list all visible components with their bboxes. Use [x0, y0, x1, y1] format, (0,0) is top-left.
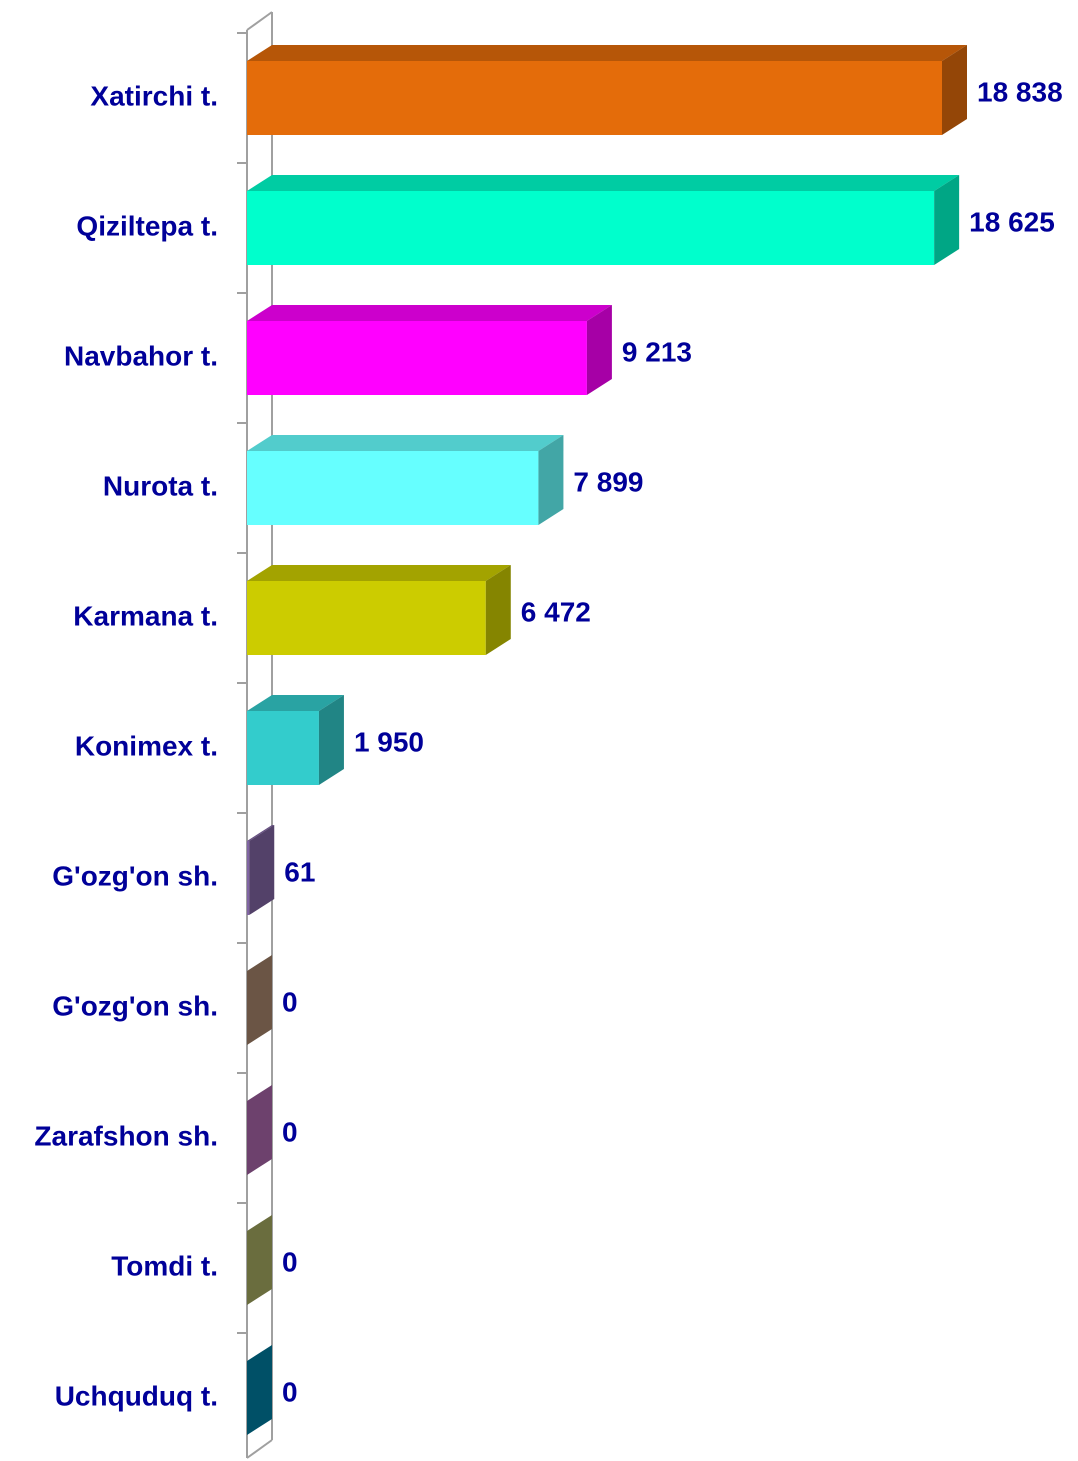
- bar: [247, 45, 967, 135]
- value-label: 18 838: [977, 76, 1063, 107]
- bar-top: [247, 175, 960, 191]
- value-label: 9 213: [622, 336, 692, 367]
- bar: [247, 955, 272, 1045]
- bar-side: [934, 175, 960, 265]
- bar-side: [485, 565, 511, 655]
- bar-top: [247, 565, 511, 581]
- value-label: 1 950: [354, 726, 424, 757]
- bar: [247, 1215, 272, 1305]
- bar-front: [247, 451, 539, 525]
- value-label: 0: [282, 1116, 298, 1147]
- category-label: Tomdi t.: [111, 1250, 218, 1281]
- bar: [247, 1085, 272, 1175]
- bar-side: [586, 305, 612, 395]
- bar-top: [247, 305, 612, 321]
- value-label: 18 625: [969, 206, 1055, 237]
- bar: [247, 825, 275, 915]
- category-label: Karmana t.: [73, 600, 218, 631]
- bar-side: [247, 1345, 272, 1435]
- category-label: G'ozg'on sh.: [52, 860, 218, 891]
- bar-top: [247, 695, 344, 711]
- bar-side: [247, 1215, 272, 1305]
- bar-front: [247, 841, 250, 915]
- bar: [247, 305, 612, 395]
- bar: [247, 695, 344, 785]
- bar-side: [247, 1085, 272, 1175]
- bar: [247, 565, 511, 655]
- bar-front: [247, 61, 942, 135]
- bar-top: [247, 825, 275, 841]
- bar-front: [247, 321, 587, 395]
- bar: [247, 175, 960, 265]
- bar-top: [247, 45, 967, 61]
- value-label: 6 472: [521, 596, 591, 627]
- value-label: 7 899: [573, 466, 643, 497]
- category-label: Qiziltepa t.: [76, 210, 218, 241]
- value-label: 0: [282, 1246, 298, 1277]
- category-label: Uchquduq t.: [55, 1380, 218, 1411]
- bar-top: [247, 435, 564, 451]
- bar-front: [247, 711, 319, 785]
- value-label: 0: [282, 986, 298, 1017]
- category-label: Navbahor t.: [64, 340, 218, 371]
- bar: [247, 435, 564, 525]
- value-label: 61: [284, 856, 315, 887]
- bar: [247, 1345, 272, 1435]
- bar-side: [942, 45, 967, 135]
- bar-side: [318, 695, 344, 785]
- category-label: G'ozg'on sh.: [52, 990, 218, 1021]
- value-label: 0: [282, 1376, 298, 1407]
- category-label: Nurota t.: [103, 470, 218, 501]
- bar-side: [538, 435, 564, 525]
- bar-front: [247, 191, 935, 265]
- category-label: Xatirchi t.: [90, 80, 218, 111]
- category-label: Zarafshon sh.: [34, 1120, 218, 1151]
- bar-side: [249, 825, 275, 915]
- bar-front: [247, 581, 486, 655]
- bar-side: [247, 955, 272, 1045]
- category-label: Konimex t.: [75, 730, 218, 761]
